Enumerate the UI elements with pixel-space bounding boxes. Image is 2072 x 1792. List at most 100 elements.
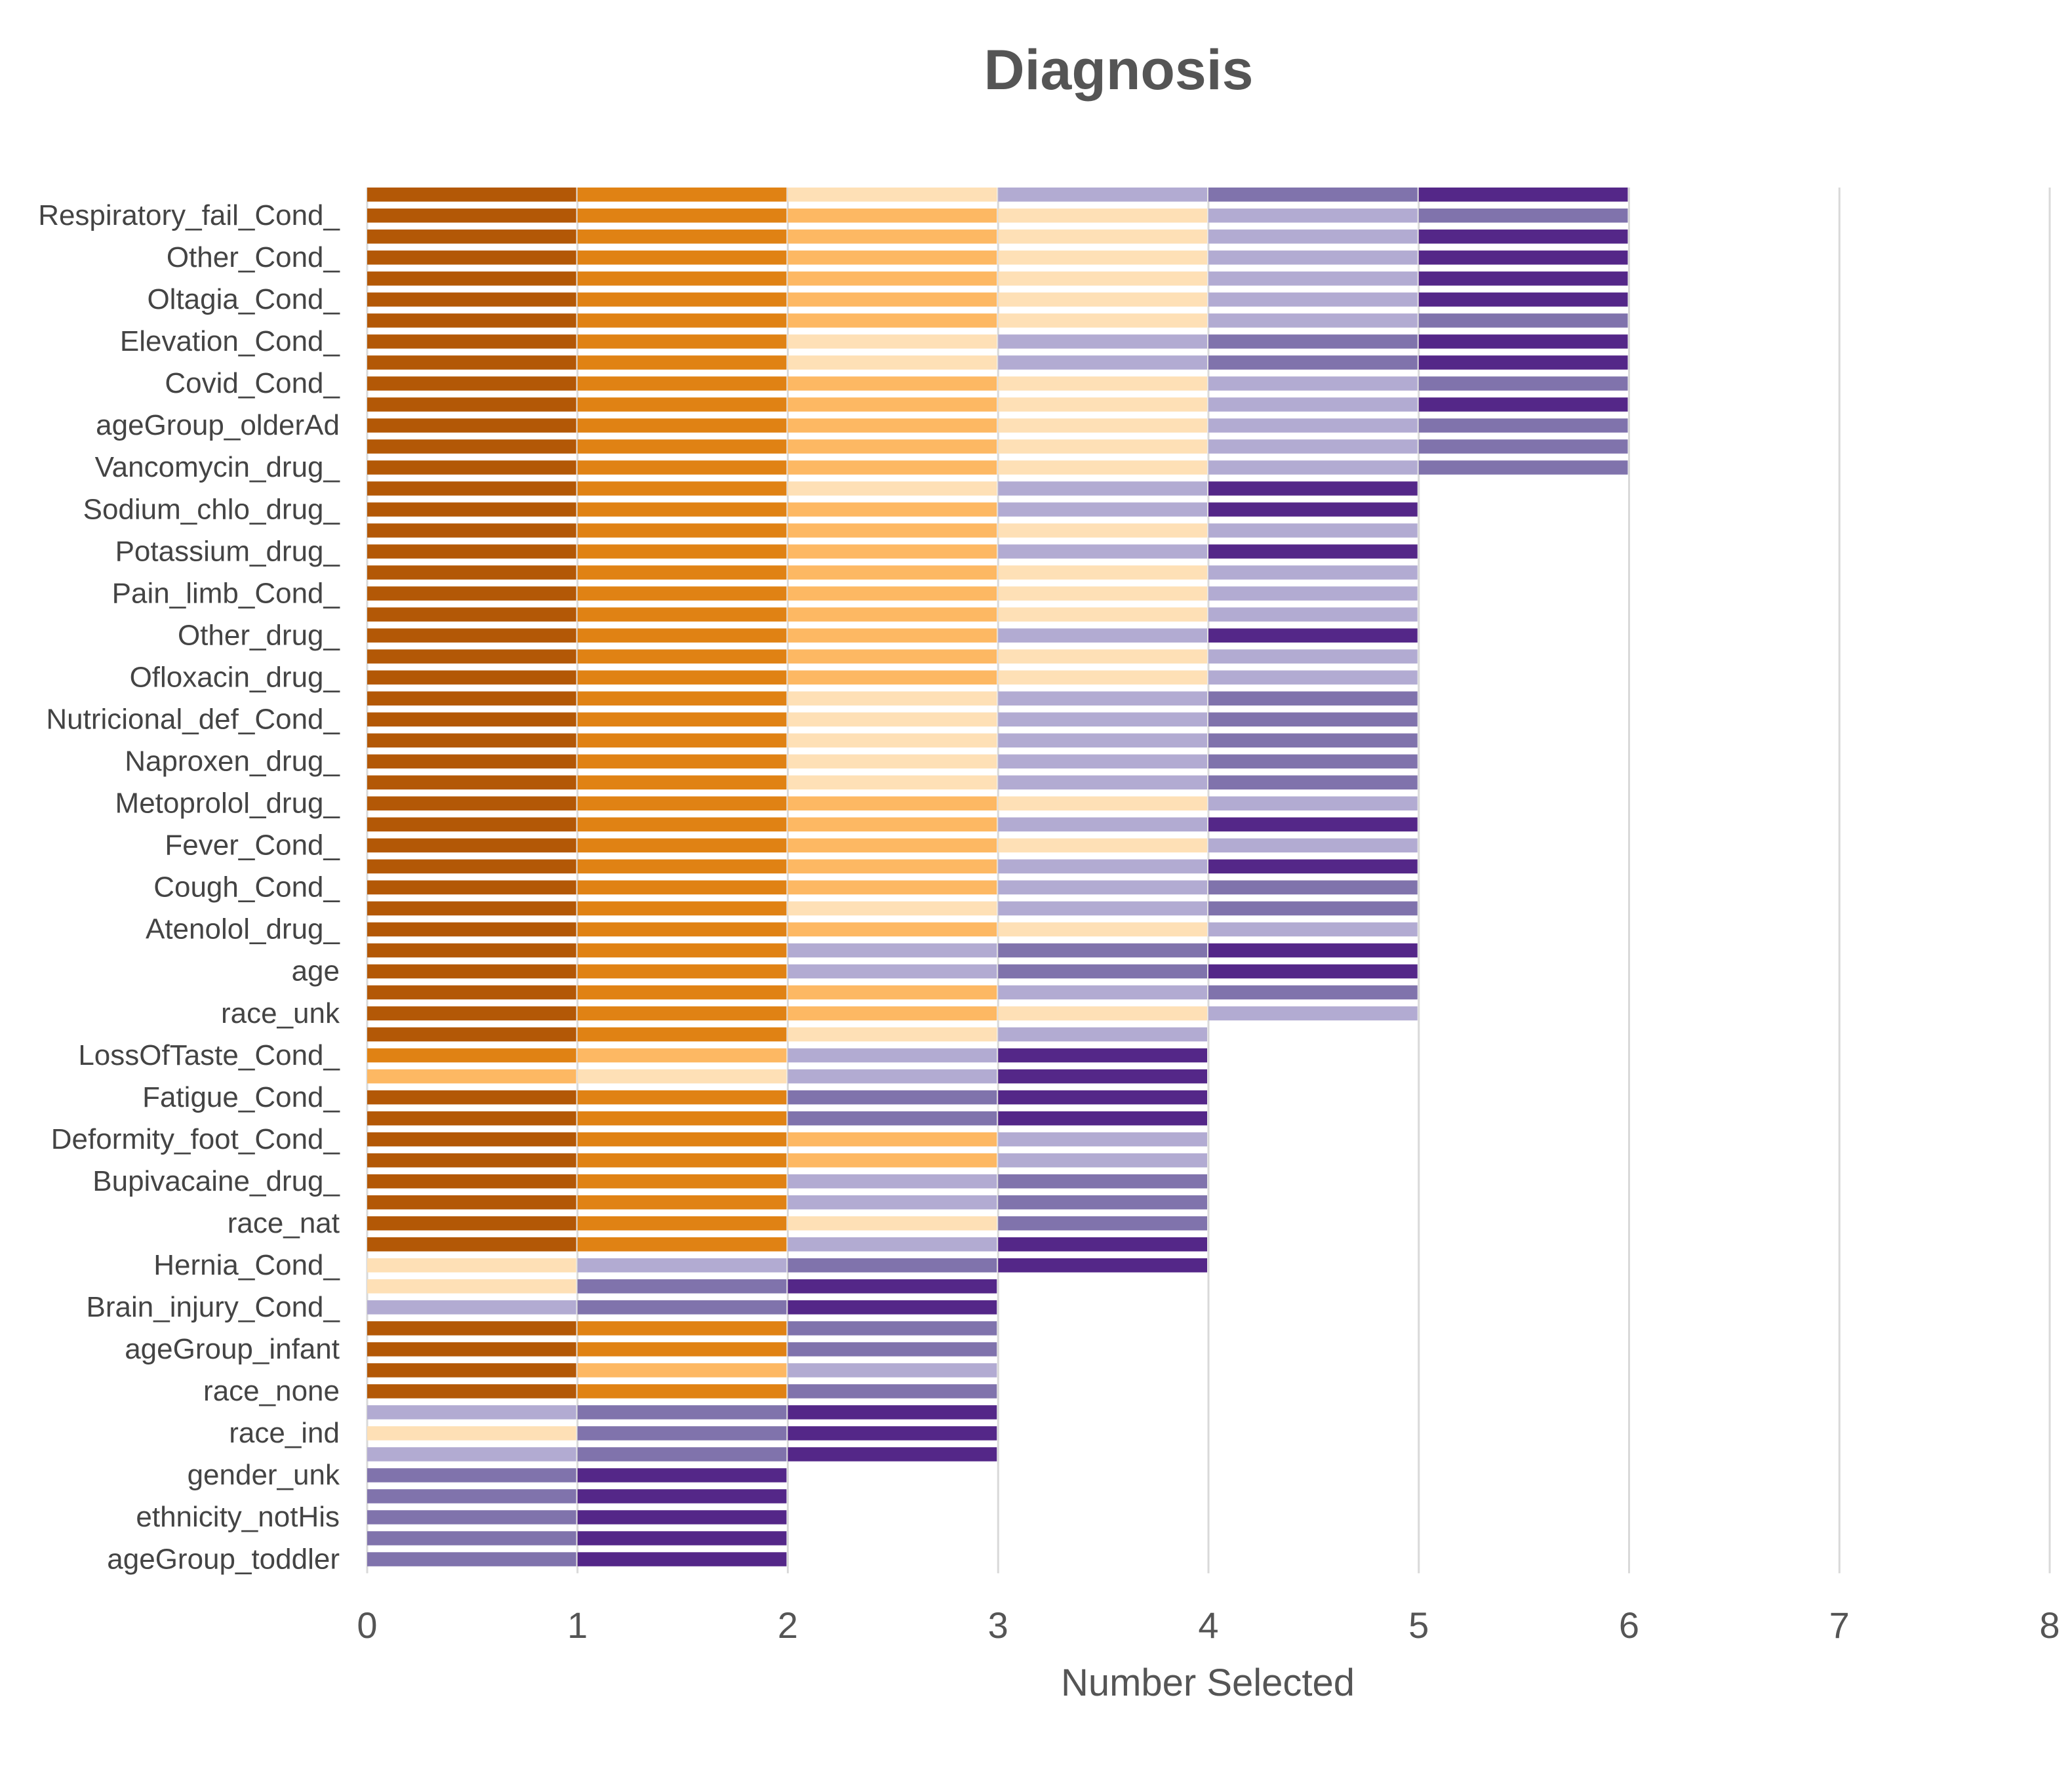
bar-segment bbox=[998, 691, 1207, 706]
bar-segment bbox=[367, 188, 576, 202]
category-label: Hernia_Cond_ bbox=[153, 1249, 340, 1281]
bar-segment bbox=[998, 188, 1207, 202]
bar-segment bbox=[577, 502, 787, 517]
category-label: age bbox=[292, 955, 340, 987]
bar-segment bbox=[1208, 733, 1418, 748]
bar-segment bbox=[787, 1447, 997, 1462]
bar-segment bbox=[577, 1552, 787, 1566]
bar-segment bbox=[998, 943, 1207, 958]
bar-segment bbox=[787, 250, 997, 265]
bar-segment bbox=[577, 1447, 787, 1462]
bar-segment bbox=[367, 880, 576, 895]
category-label: Bupivacaine_drug_ bbox=[92, 1165, 340, 1197]
bar-segment bbox=[787, 901, 997, 916]
bar-segment bbox=[998, 439, 1207, 454]
bar-segment bbox=[1208, 439, 1418, 454]
bar-segment bbox=[577, 1069, 787, 1084]
bar-segment bbox=[787, 1090, 997, 1105]
bar-segment bbox=[998, 209, 1207, 223]
bar-segment bbox=[998, 1069, 1207, 1084]
bar-segment bbox=[787, 712, 997, 727]
bar-segment bbox=[577, 901, 787, 916]
category-label: Naproxen_drug_ bbox=[125, 746, 340, 778]
bar-segment bbox=[998, 607, 1207, 622]
bar-segment bbox=[367, 733, 576, 748]
category-label: Oltagia_Cond_ bbox=[147, 283, 340, 315]
bar-segment bbox=[787, 1027, 997, 1042]
bar-segment bbox=[998, 397, 1207, 412]
bar-segment bbox=[1208, 817, 1418, 832]
bar-segment bbox=[367, 1048, 576, 1063]
chart-title: Diagnosis bbox=[984, 39, 1254, 102]
bar-segment bbox=[1418, 209, 1628, 223]
category-label: race_unk bbox=[221, 997, 340, 1029]
bar-segment bbox=[577, 964, 787, 979]
bar-segment bbox=[367, 796, 576, 811]
bar-segment bbox=[787, 691, 997, 706]
bar-segment bbox=[998, 754, 1207, 769]
bar-segment bbox=[998, 775, 1207, 790]
bar-segment bbox=[367, 586, 576, 601]
bar-segment bbox=[1208, 838, 1418, 853]
bar-segment bbox=[1208, 586, 1418, 601]
bar-segment bbox=[367, 628, 576, 643]
bar-segment bbox=[367, 901, 576, 916]
bar-segment bbox=[1208, 670, 1418, 685]
bar-segment bbox=[1208, 334, 1418, 349]
bar-segment bbox=[998, 1174, 1207, 1189]
bar-segment bbox=[787, 775, 997, 790]
bar-segment bbox=[998, 565, 1207, 580]
bar-segment bbox=[998, 859, 1207, 874]
bar-segment bbox=[998, 334, 1207, 349]
bar-segment bbox=[1208, 754, 1418, 769]
bar-segment bbox=[577, 586, 787, 601]
bar-segment bbox=[787, 188, 997, 202]
bar-segment bbox=[367, 1384, 576, 1399]
bar-segment bbox=[367, 1090, 576, 1105]
x-tick-label: 0 bbox=[357, 1604, 377, 1646]
bar-segment bbox=[367, 209, 576, 223]
bar-segment bbox=[577, 754, 787, 769]
bar-segment bbox=[367, 1363, 576, 1378]
bar-segment bbox=[367, 964, 576, 979]
bar-segment bbox=[998, 838, 1207, 853]
bar-segment bbox=[577, 1048, 787, 1063]
bar-segment bbox=[998, 817, 1207, 832]
category-label: race_nat bbox=[228, 1207, 340, 1239]
bar-segment bbox=[1208, 859, 1418, 874]
bar-segment bbox=[577, 1153, 787, 1168]
bar-segment bbox=[1208, 985, 1418, 1000]
bar-segment bbox=[998, 271, 1207, 286]
category-label: Covid_Cond_ bbox=[165, 367, 340, 399]
bar-segment bbox=[998, 1048, 1207, 1063]
bar-segment bbox=[577, 1384, 787, 1399]
bar-segment bbox=[577, 1321, 787, 1336]
bar-segment bbox=[787, 313, 997, 328]
bar-segment bbox=[787, 355, 997, 370]
bar-segment bbox=[998, 628, 1207, 643]
bar-segment bbox=[1208, 523, 1418, 538]
category-label: ageGroup_infant bbox=[125, 1333, 340, 1365]
bar-segment bbox=[787, 838, 997, 853]
bar-segment bbox=[998, 1237, 1207, 1252]
bar-segment bbox=[1208, 901, 1418, 916]
bar-segment bbox=[577, 922, 787, 937]
bar-segment bbox=[787, 209, 997, 223]
bar-segment bbox=[1208, 418, 1418, 433]
bar-segment bbox=[998, 250, 1207, 265]
bar-segment bbox=[577, 1300, 787, 1315]
category-label: race_none bbox=[203, 1375, 340, 1407]
bar-segment bbox=[367, 313, 576, 328]
bar-segment bbox=[787, 481, 997, 496]
bar-segment bbox=[367, 481, 576, 496]
bar-segment bbox=[367, 943, 576, 958]
bar-segment bbox=[787, 1363, 997, 1378]
bar-segment bbox=[787, 943, 997, 958]
bar-segment bbox=[577, 1258, 787, 1273]
bar-segment bbox=[787, 271, 997, 286]
x-tick-label: 6 bbox=[1619, 1604, 1639, 1646]
bar-segment bbox=[577, 1405, 787, 1420]
x-tick-labels: 0 1 2 3 4 5 6 7 8 bbox=[357, 1604, 2060, 1646]
bar-segment bbox=[367, 355, 576, 370]
